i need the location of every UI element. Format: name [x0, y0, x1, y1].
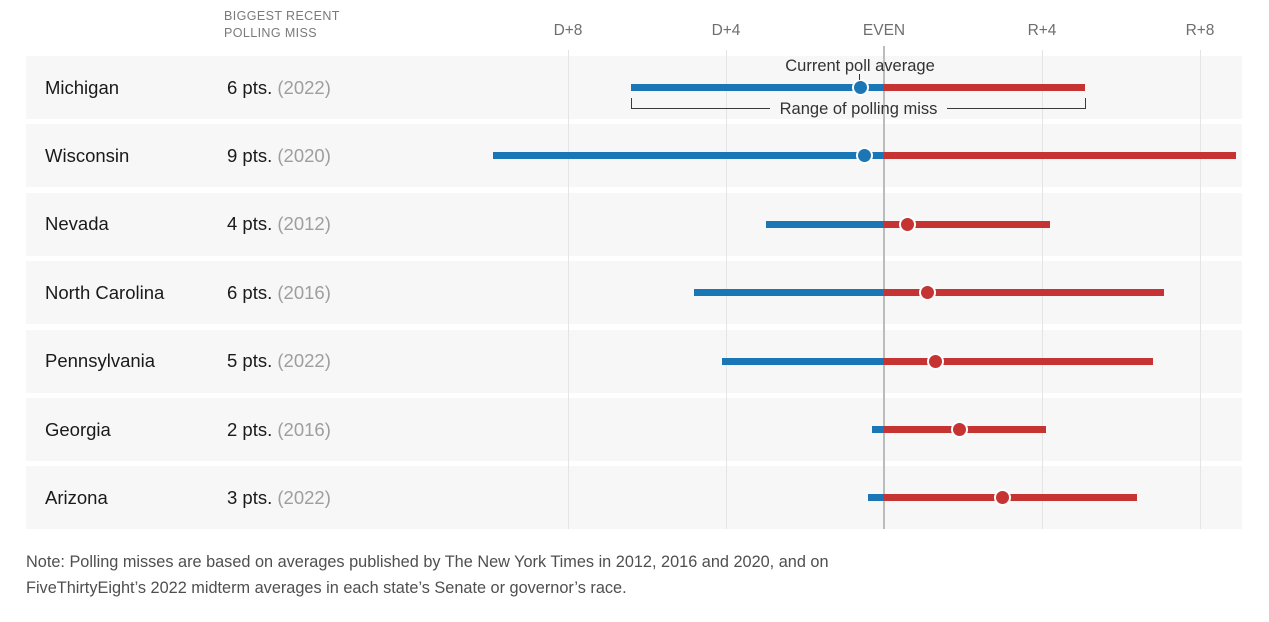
poll-average-dot: [851, 79, 869, 96]
bracket-left-arm: [631, 98, 770, 109]
miss-year: (2022): [277, 486, 331, 508]
polling-range-bar-dem: [694, 289, 884, 297]
state-band-nevada: Nevada 4 pts. (2012): [26, 192, 1242, 256]
miss-year: (2022): [277, 350, 331, 372]
poll-average-dot: [994, 489, 1011, 507]
miss-label: 2 pts. (2016): [227, 419, 331, 441]
miss-value: 5 pts.: [227, 350, 278, 372]
axis-tick-label-d+8: D+8: [553, 22, 583, 39]
gridline-d+8: [567, 50, 569, 530]
annotation-current-poll-average: Current poll average: [785, 57, 935, 75]
miss-label: 5 pts. (2022): [227, 350, 331, 372]
polling-range-bar-dem: [872, 426, 884, 433]
polling-range-bar-dem: [722, 357, 884, 365]
state-label: North Carolina: [45, 281, 165, 303]
polling-range-bar-rep: [884, 357, 1153, 365]
polling-range-bar-rep: [884, 84, 1086, 91]
miss-year: (2020): [277, 144, 331, 166]
state-label: Arizona: [45, 486, 108, 508]
state-band-georgia: Georgia 2 pts. (2016): [26, 398, 1242, 461]
annotation-range-bracket: Range of polling miss: [631, 98, 1086, 117]
miss-label: 9 pts. (2020): [227, 145, 331, 167]
miss-year: (2016): [277, 418, 331, 440]
polling-range-bar-dem: [868, 494, 884, 502]
miss-value: 6 pts.: [227, 281, 278, 303]
miss-value: 3 pts.: [227, 486, 278, 508]
miss-year: (2022): [277, 76, 331, 98]
column-header-line2: POLLING MISS: [224, 26, 318, 40]
axis-tick-label-d+4: D+4: [711, 22, 741, 39]
polling-range-bar-dem: [631, 84, 884, 91]
miss-label: 4 pts. (2012): [227, 213, 331, 235]
state-label: Nevada: [45, 213, 109, 235]
axis-tick-label-r+8: R+8: [1185, 22, 1215, 39]
poll-average-dot: [918, 284, 936, 302]
axis-tick-label-r+4: R+4: [1027, 22, 1057, 39]
chart-note: Note: Polling misses are based on averag…: [26, 549, 829, 601]
polling-range-bar-dem: [765, 220, 884, 228]
miss-value: 9 pts.: [227, 144, 278, 166]
gridline-even: [883, 46, 885, 530]
column-header: BIGGEST RECENT POLLING MISS: [224, 8, 340, 42]
state-band-wisconsin: Wisconsin 9 pts. (2020): [26, 124, 1242, 188]
miss-year: (2016): [277, 281, 331, 303]
poll-average-dot: [855, 147, 873, 165]
state-label: Georgia: [45, 418, 111, 440]
annotation-leader-line: [859, 74, 860, 80]
polling-range-bar-rep: [884, 220, 1050, 228]
miss-year: (2012): [277, 213, 331, 235]
chart-note-line2: FiveThirtyEight’s 2022 midterm averages …: [26, 579, 627, 597]
miss-label: 3 pts. (2022): [227, 487, 331, 509]
poll-average-dot: [899, 215, 917, 233]
poll-average-dot: [926, 352, 944, 370]
miss-value: 2 pts.: [227, 418, 278, 440]
state-label: Wisconsin: [45, 144, 130, 166]
miss-value: 6 pts.: [227, 76, 278, 98]
miss-label: 6 pts. (2022): [227, 77, 331, 99]
state-label: Michigan: [45, 76, 120, 98]
axis-tick-label-even: EVEN: [862, 22, 906, 39]
bracket-right-arm: [947, 98, 1086, 109]
miss-value: 4 pts.: [227, 213, 278, 235]
column-header-line1: BIGGEST RECENT: [224, 9, 340, 23]
chart-note-line1: Note: Polling misses are based on averag…: [26, 553, 829, 571]
polling-range-bar-rep: [884, 289, 1165, 297]
polling-range-bar-rep: [884, 152, 1236, 160]
miss-label: 6 pts. (2016): [227, 282, 331, 304]
polling-range-bar-dem: [492, 152, 884, 160]
state-band-north-carolina: North Carolina 6 pts. (2016): [26, 261, 1242, 325]
state-label: Pennsylvania: [45, 350, 156, 372]
poll-average-dot: [950, 421, 968, 438]
gridline-r+8: [1199, 50, 1201, 530]
annotation-range-label: Range of polling miss: [779, 100, 938, 118]
